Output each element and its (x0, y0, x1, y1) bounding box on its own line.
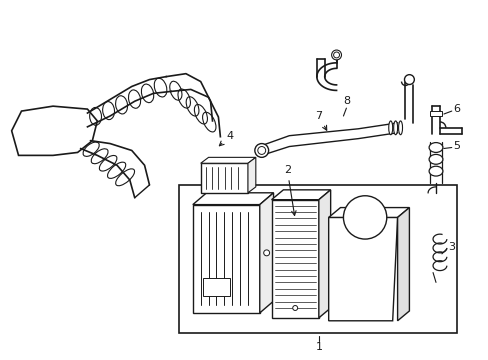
Ellipse shape (398, 121, 402, 135)
Polygon shape (200, 157, 255, 163)
Bar (271, 200, 318, 318)
Polygon shape (259, 193, 273, 313)
Polygon shape (247, 157, 255, 193)
Circle shape (343, 196, 386, 239)
Circle shape (254, 144, 268, 157)
Circle shape (257, 147, 265, 154)
Circle shape (333, 52, 339, 58)
Polygon shape (271, 190, 330, 200)
Polygon shape (397, 208, 408, 321)
Circle shape (292, 306, 297, 310)
Text: 4: 4 (219, 131, 233, 146)
Polygon shape (192, 193, 273, 204)
Polygon shape (328, 208, 408, 217)
Text: 3: 3 (447, 242, 454, 252)
Circle shape (404, 75, 413, 85)
Bar (179, 185, 456, 333)
Text: 1: 1 (315, 342, 322, 352)
Ellipse shape (428, 154, 442, 164)
Polygon shape (318, 190, 330, 318)
Text: 7: 7 (315, 111, 326, 130)
Circle shape (263, 250, 269, 256)
Ellipse shape (393, 121, 397, 135)
Bar (429, 111, 441, 116)
Circle shape (331, 50, 341, 60)
Text: 8: 8 (342, 96, 349, 106)
Bar (192, 204, 259, 313)
Bar (202, 278, 230, 296)
Polygon shape (12, 106, 97, 156)
Text: 2: 2 (283, 165, 295, 215)
Ellipse shape (428, 143, 442, 152)
Bar (200, 163, 247, 193)
Text: 5: 5 (452, 140, 459, 150)
Ellipse shape (388, 121, 392, 135)
Ellipse shape (428, 166, 442, 176)
Text: 6: 6 (452, 104, 459, 114)
Polygon shape (328, 217, 397, 321)
